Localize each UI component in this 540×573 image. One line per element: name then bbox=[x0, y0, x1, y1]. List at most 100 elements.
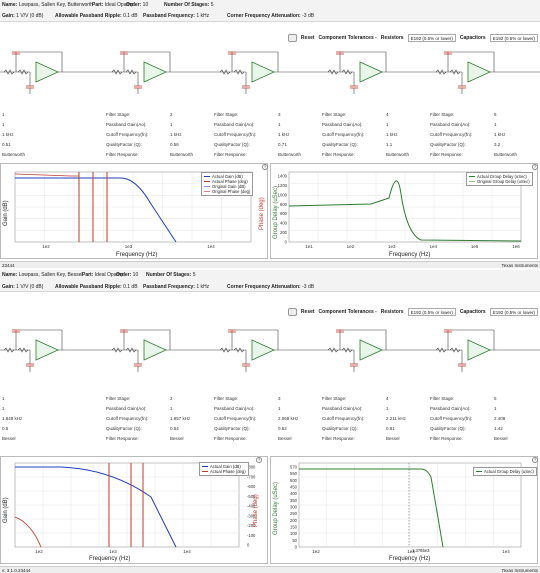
feedback-wire bbox=[20, 329, 63, 350]
stages-label: Number Of Stages: bbox=[146, 272, 192, 278]
stage-row-label: Passband Gain(Ao): bbox=[214, 406, 255, 411]
y-tick-label: 1400 bbox=[278, 174, 288, 179]
x-tick-label: 1e3 bbox=[407, 549, 415, 554]
stage-value: Butterworth bbox=[386, 152, 410, 157]
stage-value: 3.2 bbox=[494, 142, 501, 147]
stage-value: Bessel bbox=[278, 436, 292, 441]
stage-row-label: Passband Gain(Ao): bbox=[430, 122, 471, 127]
freq-axis-label: Frequency (Hz) bbox=[116, 252, 158, 258]
y-tick-label: -800 bbox=[247, 465, 256, 470]
stage-row-label: Filter Response: bbox=[214, 152, 247, 157]
part-label: Part: bbox=[92, 2, 104, 8]
y-tick-label: 800 bbox=[280, 202, 288, 207]
reset-icon[interactable] bbox=[287, 308, 297, 316]
feedback-wire bbox=[452, 329, 495, 350]
brand-text: Texas Instruments bbox=[501, 263, 538, 268]
stage-value: 0.81 bbox=[386, 426, 395, 431]
stage-row-label: QualityFactor (Q): bbox=[322, 142, 358, 147]
stage-value: 1 bbox=[386, 122, 389, 127]
y-tick-label: 200 bbox=[290, 518, 298, 523]
gain-axis-label: Gain (dB) bbox=[3, 200, 9, 226]
resistors-select[interactable]: E192 (0.5% or lower) bbox=[407, 34, 456, 42]
gain-label: Gain: bbox=[2, 13, 15, 19]
freq-axis-label: Frequency (Hz) bbox=[89, 556, 131, 562]
stage-table-1: 1 1 1 kHz 0.51 Butterworth Filter Stage: Passb… bbox=[0, 112, 540, 162]
stage-row-label: Passband Gain(Ao): bbox=[430, 406, 471, 411]
atten-label: Corner Frequency Attenuation: bbox=[227, 13, 301, 19]
help-icon[interactable]: ? bbox=[262, 164, 268, 170]
stage-value: 0.51 bbox=[2, 142, 11, 147]
reset-button[interactable]: Reset bbox=[300, 309, 315, 315]
stage-value: 2.211 kHz bbox=[386, 416, 406, 421]
order-label: Order: bbox=[116, 272, 132, 278]
stage-value: 5 bbox=[494, 112, 497, 117]
capacitors-select[interactable]: E192 (0.5% or lower) bbox=[489, 308, 538, 316]
stages-value: 5 bbox=[210, 2, 214, 8]
stage-row-label: Filter Stage: bbox=[214, 112, 239, 117]
resistors-select[interactable]: E192 (0.5% or lower) bbox=[407, 308, 456, 316]
y-tick-label: 450 bbox=[290, 485, 298, 490]
stage-row-label: Cutoff Frequency(fn): bbox=[322, 132, 365, 137]
delay-axis-label: Group Delay (uSec) bbox=[273, 185, 279, 239]
capacitors-label: Capacitors bbox=[459, 309, 486, 315]
capacitors-label: Capacitors bbox=[459, 35, 486, 41]
resistors-label: Resistors bbox=[380, 309, 404, 315]
design-panel-2: Name: Lowpass, Sallen Key, Bessel Part: … bbox=[0, 270, 540, 573]
y-tick-label: 1200 bbox=[278, 183, 288, 188]
gain-plot-2: 1e2 1e3 1e4 0 -100 -200 -300 -400 -500 -600 -700 -8… bbox=[0, 456, 268, 564]
stage-value: 4 bbox=[386, 396, 389, 401]
stage-value: 1 kHz bbox=[386, 132, 398, 137]
ripple-label: Allowable Passband Ripple: bbox=[55, 13, 122, 19]
ripple-value: 0.1 dB bbox=[123, 284, 138, 290]
resistor-r2 bbox=[125, 347, 137, 353]
stage-row-label: Filter Response: bbox=[322, 436, 355, 441]
opamp-symbol bbox=[143, 339, 167, 361]
delay-legend-1: Actual Group Delay (uSec) Original Group… bbox=[466, 172, 533, 186]
help-icon[interactable]: ? bbox=[256, 457, 262, 463]
legend-item: Original Gain (dB) bbox=[204, 184, 250, 189]
x-tick-label: 1e3 bbox=[388, 244, 396, 249]
x-tick-label: 1e2 bbox=[347, 244, 355, 249]
y-tick-label: 400 bbox=[290, 491, 298, 496]
reset-icon[interactable] bbox=[287, 34, 297, 42]
opamp-symbol bbox=[143, 61, 167, 83]
delay-axis-label: Group Delay (uSec) bbox=[273, 481, 279, 535]
reset-button[interactable]: Reset bbox=[300, 35, 315, 41]
gain-axis-label: Gain (dB) bbox=[3, 497, 9, 523]
resistor-r1 bbox=[219, 69, 231, 75]
help-icon[interactable]: ? bbox=[532, 164, 538, 170]
tolerance-label: Component Tolerances - bbox=[318, 35, 377, 41]
y-tick-label: 500 bbox=[290, 478, 298, 483]
stage-value: 1 kHz bbox=[170, 132, 182, 137]
y-tick-label: 0 bbox=[247, 543, 250, 548]
part-label: Part: bbox=[82, 272, 94, 278]
stage-value: 1 bbox=[170, 406, 173, 411]
toolbar-2: Reset Component Tolerances - Resistors E… bbox=[287, 307, 540, 317]
resistor-r2 bbox=[341, 347, 353, 353]
stage-row-label: Cutoff Frequency(fn): bbox=[430, 416, 473, 421]
resistor-r1 bbox=[111, 69, 123, 75]
design-name: Lowpass, Sallen Key, Butterworth bbox=[18, 2, 94, 8]
stage-row-label: Cutoff Frequency(fn): bbox=[106, 132, 149, 137]
stage-value: 1 bbox=[2, 122, 5, 127]
y-tick-label: 400 bbox=[280, 221, 288, 226]
x-tick-label: 1e6 bbox=[512, 244, 520, 249]
schematic-1 bbox=[0, 51, 540, 94]
stage-value: 5 bbox=[494, 396, 497, 401]
x-tick-label: 1e2 bbox=[42, 244, 50, 249]
stage-value: 1.1 bbox=[386, 142, 393, 147]
stage-row-label: QualityFactor (Q): bbox=[106, 142, 142, 147]
atten-value: -3 dB bbox=[302, 284, 315, 290]
stage-row-label: Filter Response: bbox=[430, 152, 463, 157]
capacitors-select[interactable]: E192 (0.5% or lower) bbox=[489, 34, 538, 42]
help-icon[interactable]: ? bbox=[532, 457, 538, 463]
stage-value: 0.54 bbox=[170, 426, 179, 431]
x-tick-label: 1e1 bbox=[305, 244, 313, 249]
x-tick-label: 1e3 bbox=[109, 549, 117, 554]
stage-row-label: Filter Stage: bbox=[322, 112, 347, 117]
design-panel-1: Name: Lowpass, Sallen Key, Butterworth P… bbox=[0, 0, 540, 268]
feedback-wire bbox=[20, 51, 63, 72]
y-tick-label: -400 bbox=[247, 504, 256, 509]
order-value: 10 bbox=[132, 272, 139, 278]
resistor-r2 bbox=[341, 69, 353, 75]
